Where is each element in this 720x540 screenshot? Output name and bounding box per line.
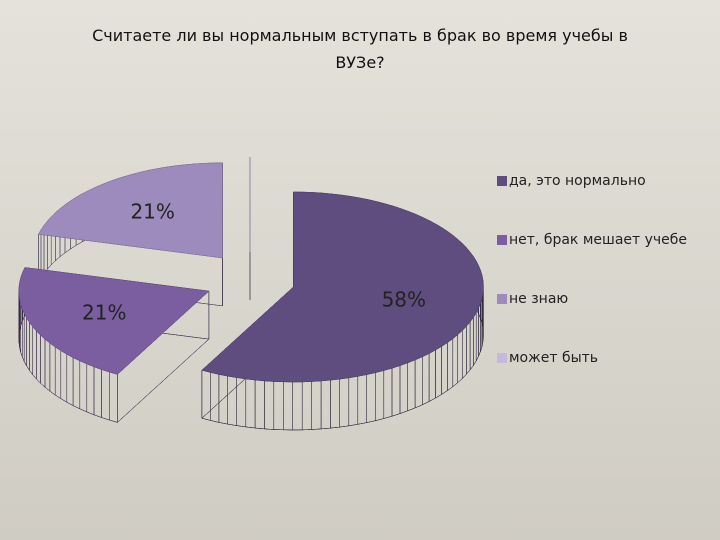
legend-swatch <box>497 294 507 304</box>
legend-swatch <box>497 353 507 363</box>
legend-label: не знаю <box>509 291 568 307</box>
data-label: 58% <box>382 288 426 312</box>
slice <box>38 162 223 259</box>
data-label: 21% <box>130 199 174 223</box>
legend-label: да, это нормально <box>509 173 646 189</box>
slice <box>18 267 210 375</box>
legend-label: нет, брак мешает учебе <box>509 232 687 248</box>
legend-swatch <box>497 176 507 186</box>
data-label: 21% <box>82 300 126 324</box>
legend-label: может быть <box>509 350 598 366</box>
slice <box>201 191 484 383</box>
chart-title: Считаете ли вы нормальным вступать в бра… <box>92 26 628 72</box>
legend-swatch <box>497 235 507 245</box>
